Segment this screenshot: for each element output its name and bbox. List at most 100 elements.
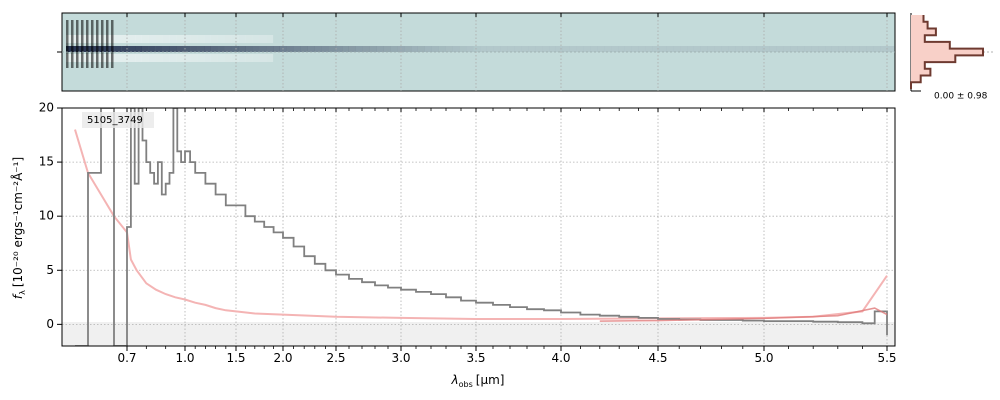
trace-cell xyxy=(266,46,274,52)
trace-cell xyxy=(873,46,881,52)
trace-cell xyxy=(604,46,612,52)
x-axis-ticks: 0.7 1.0 1.5 2.0 2.5 3.0 3.5 4.0 4.5 5.0 5.5 xyxy=(117,108,897,365)
trace-halo-cell xyxy=(238,35,246,43)
trace-cell xyxy=(376,46,384,52)
trace-cell xyxy=(576,46,584,52)
trace-cell xyxy=(293,46,301,52)
trace-halo-cell xyxy=(100,54,108,62)
trace-cell xyxy=(597,46,605,52)
trace-cell xyxy=(652,46,660,52)
flux-line xyxy=(75,108,888,346)
trace-cell xyxy=(128,46,136,52)
trace-cell xyxy=(818,46,826,52)
trace-noise-column xyxy=(91,20,94,68)
trace-cell xyxy=(562,46,570,52)
object-label: 5105_3749 xyxy=(87,115,143,126)
trace-cell xyxy=(190,46,198,52)
trace-halo-cell xyxy=(176,35,184,43)
trace-halo-cell xyxy=(162,35,170,43)
trace-halo-cell xyxy=(204,54,211,62)
trace-cell xyxy=(645,46,653,52)
x-axis-label: λobs [μm] xyxy=(451,373,505,389)
profile-outline xyxy=(910,15,984,89)
trace-cell xyxy=(811,46,819,52)
trace-cell xyxy=(348,46,356,52)
profile-histogram xyxy=(910,15,984,89)
trace-cell xyxy=(169,46,177,52)
y-axis-label-main: f xyxy=(11,293,25,299)
trace-cell xyxy=(728,46,736,52)
trace-halo-cell xyxy=(176,54,184,62)
trace-cell xyxy=(735,46,743,52)
trace-halo-cell xyxy=(190,35,198,43)
trace-cell xyxy=(721,46,729,52)
trace-cell xyxy=(500,46,508,52)
trace-cell xyxy=(631,46,639,52)
trace-cell xyxy=(390,46,398,52)
trace-halo-cell xyxy=(197,35,205,43)
trace-halo-cell xyxy=(169,35,177,43)
trace-cell xyxy=(66,46,73,52)
trace-cell xyxy=(238,46,246,52)
trace-halo-cell xyxy=(121,54,129,62)
trace-halo-cell xyxy=(231,35,239,43)
trace-cell xyxy=(342,46,349,52)
trace-cell xyxy=(507,46,515,52)
trace-cell xyxy=(666,46,674,52)
trace-cell xyxy=(100,46,108,52)
trace-cell xyxy=(590,46,598,52)
x-axis-label-unit: [μm] xyxy=(476,373,505,387)
trace-halo-cell xyxy=(141,35,149,43)
trace-halo-cell xyxy=(66,54,73,62)
trace-halo-cell xyxy=(114,35,122,43)
trace-cell xyxy=(355,46,363,52)
flux-series xyxy=(75,108,888,346)
trace-cell xyxy=(452,46,460,52)
trace-noise-column xyxy=(66,20,69,68)
trace-halo-cell xyxy=(252,35,260,43)
trace-cell xyxy=(880,46,888,52)
trace-cell xyxy=(321,46,329,52)
trace-cell xyxy=(521,46,529,52)
trace-noise-column xyxy=(96,20,99,68)
x-tick-label: 2.0 xyxy=(273,351,292,365)
trace-halo-cell xyxy=(155,54,163,62)
trace-cell xyxy=(742,46,750,52)
trace-cell xyxy=(486,46,494,52)
trace-halo-cell xyxy=(86,35,94,43)
trace-halo-cell xyxy=(148,54,156,62)
x-tick-label: 1.0 xyxy=(175,351,194,365)
grid xyxy=(62,107,895,346)
trace-cell xyxy=(638,46,646,52)
trace-halo-cell xyxy=(169,54,177,62)
trace-cell xyxy=(314,46,322,52)
zero-band xyxy=(62,322,895,346)
trace-halo-cell xyxy=(128,54,136,62)
trace-cell xyxy=(790,46,798,52)
trace-cell xyxy=(148,46,156,52)
trace-halo-cell xyxy=(252,54,260,62)
trace-cell xyxy=(155,46,163,52)
trace-halo-cell xyxy=(107,54,115,62)
trace-noise-column xyxy=(106,20,109,68)
trace-cell xyxy=(680,46,688,52)
trace-halo-cell xyxy=(197,54,205,62)
trace-halo-cell xyxy=(217,54,225,62)
trace-halo-cell xyxy=(245,54,253,62)
trace-halo-cell xyxy=(162,54,170,62)
x-tick-label: 5.5 xyxy=(877,351,896,365)
trace-cell xyxy=(417,46,425,52)
trace-cell xyxy=(514,46,522,52)
trace-halo-cell xyxy=(155,35,163,43)
trace-halo-cell xyxy=(266,35,274,43)
trace-cell xyxy=(231,46,239,52)
trace-halo-cell xyxy=(266,54,274,62)
trace-cell xyxy=(438,46,446,52)
trace-cell xyxy=(825,46,832,52)
trace-cell xyxy=(141,46,149,52)
x-tick-label: 0.7 xyxy=(117,351,136,365)
trace-cell xyxy=(749,46,757,52)
trace-cell xyxy=(714,46,722,52)
trace-cell xyxy=(224,46,232,52)
trace-cell xyxy=(300,46,308,52)
